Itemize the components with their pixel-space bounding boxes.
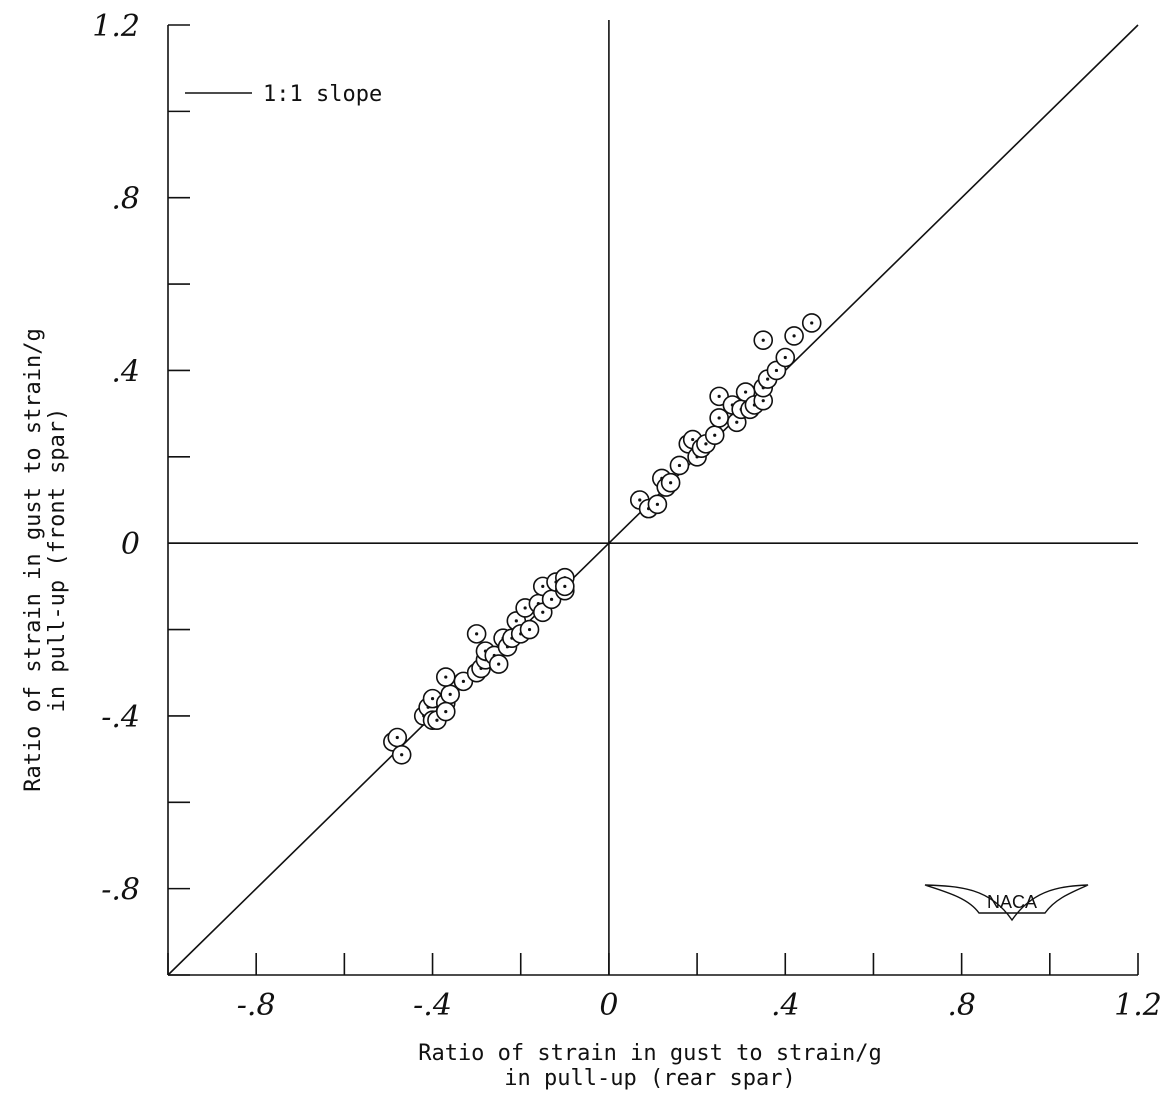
data-point-center — [717, 416, 721, 420]
data-point-center — [677, 463, 682, 468]
logo-text: NACA — [987, 892, 1037, 912]
data-point — [753, 330, 774, 351]
data-point — [709, 408, 729, 428]
data-point — [466, 624, 487, 644]
data-point-center — [655, 502, 660, 506]
data-point-center — [761, 338, 765, 342]
y-tick-label: .4 — [111, 354, 140, 389]
data-point-center — [514, 619, 518, 623]
data-point-center — [743, 390, 748, 394]
y-axis-title: Ratio of strain in gust to strain/g in p… — [21, 328, 70, 792]
y-tick-label: 0 — [121, 527, 140, 562]
x-tick-label: 0 — [599, 988, 618, 1023]
data-point-center — [810, 321, 814, 325]
data-point-center — [563, 584, 567, 588]
data-point-center — [717, 394, 721, 398]
data-point-center — [774, 368, 779, 373]
data-point-center — [444, 675, 448, 679]
data-point-center — [735, 420, 739, 424]
data-point — [519, 619, 540, 640]
data-point-center — [669, 481, 673, 485]
data-points — [383, 313, 822, 765]
x-axis-title: Ratio of strain in gust to strain/g in p… — [418, 1041, 882, 1091]
legend: 1:1 slope — [185, 82, 382, 107]
data-point-center — [792, 334, 796, 338]
data-point-center — [704, 442, 708, 446]
data-point — [391, 744, 412, 765]
data-point-center — [549, 597, 554, 601]
data-point-center — [435, 718, 439, 722]
x-axis-title-line-1: Ratio of strain in gust to strain/g — [418, 1041, 882, 1066]
naca-logo: NACA — [924, 884, 1089, 922]
data-point-center — [448, 692, 452, 696]
data-point — [488, 654, 509, 674]
y-axis-title-line-2: in pull-up (front spar) — [45, 408, 70, 713]
data-point — [647, 494, 668, 515]
y-axis-title-line-1: Ratio of strain in gust to strain/g — [21, 328, 46, 792]
data-point — [775, 347, 796, 368]
x-tick-label: .4 — [771, 988, 800, 1023]
data-point-center — [527, 627, 532, 632]
data-point-center — [713, 433, 717, 437]
y-tick-label: -.4 — [101, 700, 140, 735]
data-point — [784, 326, 804, 346]
data-point — [435, 667, 456, 687]
data-point — [387, 727, 408, 748]
data-point-center — [691, 437, 695, 442]
data-point-center — [430, 697, 435, 701]
data-point-center — [761, 399, 765, 403]
data-point — [801, 313, 822, 333]
data-point-center — [541, 584, 545, 588]
x-tick-label: -.8 — [237, 988, 276, 1023]
data-point-center — [400, 753, 404, 757]
data-point-center — [541, 610, 545, 614]
data-point — [669, 455, 690, 476]
y-tick-label: 1.2 — [92, 9, 140, 44]
data-point — [660, 472, 681, 493]
data-point-center — [638, 498, 642, 502]
x-tick-label: -.4 — [413, 988, 452, 1023]
data-point-center — [523, 606, 527, 610]
data-point-center — [783, 355, 787, 360]
y-tick-label: .8 — [111, 182, 140, 217]
data-point-center — [475, 632, 479, 636]
y-tick-label: -.8 — [101, 873, 140, 908]
data-point — [555, 576, 575, 597]
x-tick-label: .8 — [947, 988, 976, 1023]
data-point — [704, 425, 725, 446]
legend-label: 1:1 slope — [263, 82, 382, 107]
data-point-center — [395, 735, 399, 740]
data-point-center — [461, 679, 466, 683]
data-point-center — [497, 662, 501, 666]
x-tick-label: 1.2 — [1114, 988, 1160, 1023]
naca-wing-shape — [924, 884, 1089, 922]
axes — [167, 20, 1139, 976]
data-point-center — [444, 709, 448, 714]
tick-labels: -.8 -.4 0 .4 .8 1.2 -.8 -.4 0 .4 .8 1.2 — [92, 9, 1160, 1023]
data-point-center — [766, 377, 770, 381]
data-point — [435, 701, 456, 722]
x-axis-title-line-2: in pull-up (rear spar) — [504, 1066, 795, 1091]
